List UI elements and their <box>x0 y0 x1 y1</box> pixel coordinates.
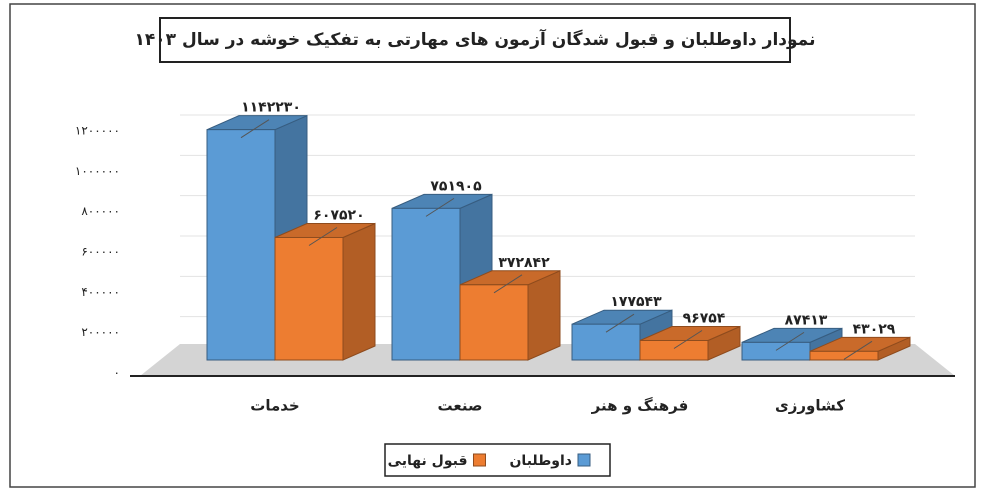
legend-label: قبول نهایی <box>388 453 468 469</box>
y-tick-label: ۰ <box>114 366 120 380</box>
x-tick-label: کشاورزی <box>775 397 845 415</box>
x-tick-label: خدمات <box>250 397 299 415</box>
leader-line <box>843 340 873 360</box>
bar <box>571 323 641 361</box>
y-tick-label: ۱۰۰۰۰۰۰ <box>75 164 120 178</box>
data-label: ۳۷۲۸۴۲ <box>498 255 550 271</box>
data-label: ۹۶۷۵۴ <box>683 310 726 326</box>
data-label: ۷۵۱۹۰۵ <box>430 178 482 194</box>
bar <box>459 284 529 361</box>
chart-title: نمودار داوطلبان و قبول شدگان آزمون های م… <box>135 28 816 50</box>
bars: ۱۱۴۲۲۳۰ ۶۰۷۵۲۰ ۷۵۱۹۰۵ ۳۷۲۸۴۲ ۱۷۷۵۴۳ ۹۶۷۵۴ ۸۷۴۱… <box>206 100 911 361</box>
legend-swatch <box>577 453 591 467</box>
bar <box>391 207 461 361</box>
data-label: ۸۷۴۱۳ <box>785 312 828 328</box>
y-tick-label: ۴۰۰۰۰۰ <box>81 285 120 299</box>
leader-line <box>493 274 523 294</box>
bar-side <box>342 222 376 361</box>
bar <box>274 236 344 361</box>
leader-line <box>605 313 635 333</box>
legend: داوطلبان قبول نهایی <box>388 453 591 469</box>
legend-swatch <box>472 453 486 467</box>
y-tick-label: ۶۰۰۰۰۰ <box>81 245 120 259</box>
leader-line <box>240 119 270 139</box>
leader-line <box>308 227 338 246</box>
x-tick-label: فرهنگ و هنر <box>591 397 689 415</box>
bar <box>639 339 709 361</box>
data-label: ۱۷۷۵۴۳ <box>610 294 662 310</box>
y-tick-label: ۲۰۰۰۰۰ <box>81 325 120 339</box>
bar-side <box>527 270 561 361</box>
y-tick-label: ۱۲۰۰۰۰۰ <box>75 124 120 138</box>
bar <box>809 350 879 361</box>
bar <box>206 129 276 361</box>
leader-line <box>425 197 455 217</box>
y-tick-label: ۸۰۰۰۰۰ <box>81 204 120 218</box>
data-label: ۱۱۴۲۲۳۰ <box>241 100 301 116</box>
title-box <box>159 17 791 63</box>
leader-line <box>673 330 703 349</box>
x-tick-label: صنعت <box>438 397 483 415</box>
data-label: ۶۰۷۵۲۰ <box>313 207 364 223</box>
data-label: ۴۳۰۲۹ <box>853 321 896 337</box>
bar <box>741 341 811 361</box>
leader-line <box>775 331 805 351</box>
legend-label: داوطلبان <box>509 453 572 469</box>
legend-box <box>384 443 611 477</box>
